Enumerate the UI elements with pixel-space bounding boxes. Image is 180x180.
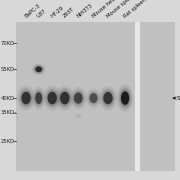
Text: 25KD-: 25KD- [0,139,16,144]
Ellipse shape [103,92,113,104]
Text: Mouse heart: Mouse heart [91,0,120,19]
Ellipse shape [55,86,74,111]
Ellipse shape [75,114,81,118]
Ellipse shape [33,65,44,74]
Text: HT-29: HT-29 [50,5,65,19]
Text: 55KD-: 55KD- [0,67,16,72]
Ellipse shape [74,93,83,104]
Ellipse shape [57,88,72,108]
Bar [140,22,175,171]
Text: Rat spleen: Rat spleen [123,0,147,19]
Ellipse shape [99,86,117,110]
Text: 40KD-: 40KD- [0,96,16,101]
Ellipse shape [34,91,43,106]
Ellipse shape [32,86,46,110]
Ellipse shape [20,90,32,106]
Text: 293T: 293T [62,6,76,19]
Ellipse shape [32,64,46,75]
Ellipse shape [17,86,35,111]
Ellipse shape [120,89,130,107]
Ellipse shape [46,90,58,106]
Ellipse shape [86,88,102,108]
Ellipse shape [117,85,133,112]
Text: NIH3T3: NIH3T3 [76,3,94,19]
Ellipse shape [45,88,60,108]
Ellipse shape [102,90,114,106]
Ellipse shape [59,90,71,106]
Ellipse shape [35,66,42,72]
Bar [135,22,140,171]
Ellipse shape [48,92,57,104]
Ellipse shape [118,87,132,109]
Text: SLC25A24: SLC25A24 [174,96,180,101]
Ellipse shape [88,92,99,105]
Text: Mouse spleen: Mouse spleen [106,0,137,19]
Ellipse shape [19,88,34,108]
Ellipse shape [70,87,87,109]
Ellipse shape [100,88,116,108]
Ellipse shape [43,86,62,111]
Ellipse shape [21,92,31,104]
Ellipse shape [35,92,42,104]
Ellipse shape [34,66,43,73]
Ellipse shape [71,89,85,107]
Ellipse shape [90,93,98,103]
Ellipse shape [121,91,129,105]
Text: BaPC-3: BaPC-3 [24,3,41,19]
Ellipse shape [73,91,84,105]
Ellipse shape [33,89,44,107]
Bar [16,22,135,171]
Ellipse shape [87,90,100,106]
Text: 70KD-: 70KD- [0,41,16,46]
Text: U87: U87 [36,8,48,19]
Text: 35KD-: 35KD- [0,110,16,115]
Ellipse shape [60,92,69,104]
